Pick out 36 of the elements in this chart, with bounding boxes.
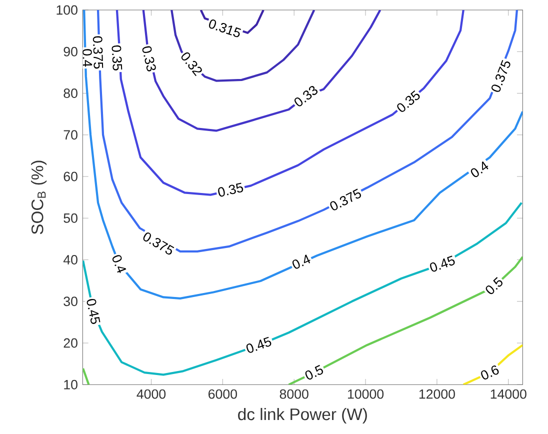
x-tick-label: 8000 bbox=[280, 389, 308, 399]
y-tick-label: 20 bbox=[64, 338, 78, 348]
annotation: 0.6 bbox=[481, 366, 499, 380]
y-tick-label: 40 bbox=[63, 255, 78, 264]
annotation: 0.4 bbox=[112, 255, 126, 274]
annotation: 0.35 bbox=[397, 90, 420, 112]
annotation: 0.35 bbox=[112, 45, 122, 70]
y-tick-label: 10 bbox=[64, 380, 78, 390]
y-tick-label: 100 bbox=[56, 5, 78, 15]
annotation: 0.375 bbox=[492, 60, 510, 92]
annotation: 0.45 bbox=[86, 298, 100, 324]
annotation: 0.315 bbox=[209, 19, 242, 38]
y-tick-label: 50 bbox=[64, 213, 78, 223]
x-tick-label: 12000 bbox=[419, 389, 455, 399]
annotation: 0.5 bbox=[486, 277, 502, 294]
annotation: 0.35 bbox=[218, 182, 244, 197]
annotation: 0.4 bbox=[292, 254, 310, 269]
y-tick-label: 80 bbox=[64, 88, 78, 98]
y-tick-label: 30 bbox=[64, 296, 78, 306]
x-tick-label: 14000 bbox=[490, 389, 526, 399]
annotation: 0.5 bbox=[305, 364, 324, 380]
annotation: 0.375 bbox=[143, 232, 174, 255]
y-tick-label: 90 bbox=[64, 46, 78, 56]
y-axis-title: SOC$_{B}$ (%) bbox=[31, 160, 47, 234]
y-tick-label: 60 bbox=[64, 172, 78, 182]
annotation: 0.375 bbox=[330, 188, 362, 210]
x-tick-label: 6000 bbox=[208, 389, 237, 399]
x-tick-label: 10000 bbox=[348, 389, 384, 399]
x-tick-label: 4000 bbox=[136, 389, 166, 399]
annotation: 0.375 bbox=[92, 36, 104, 69]
annotation: 0.33 bbox=[294, 86, 318, 106]
annotation: 0.4 bbox=[470, 161, 488, 178]
annotation: 0.33 bbox=[142, 46, 156, 72]
y-tick-label: 70 bbox=[64, 130, 78, 140]
x-axis-title: dc link Power (W) bbox=[238, 408, 367, 424]
annotation: 0.4 bbox=[82, 49, 92, 67]
